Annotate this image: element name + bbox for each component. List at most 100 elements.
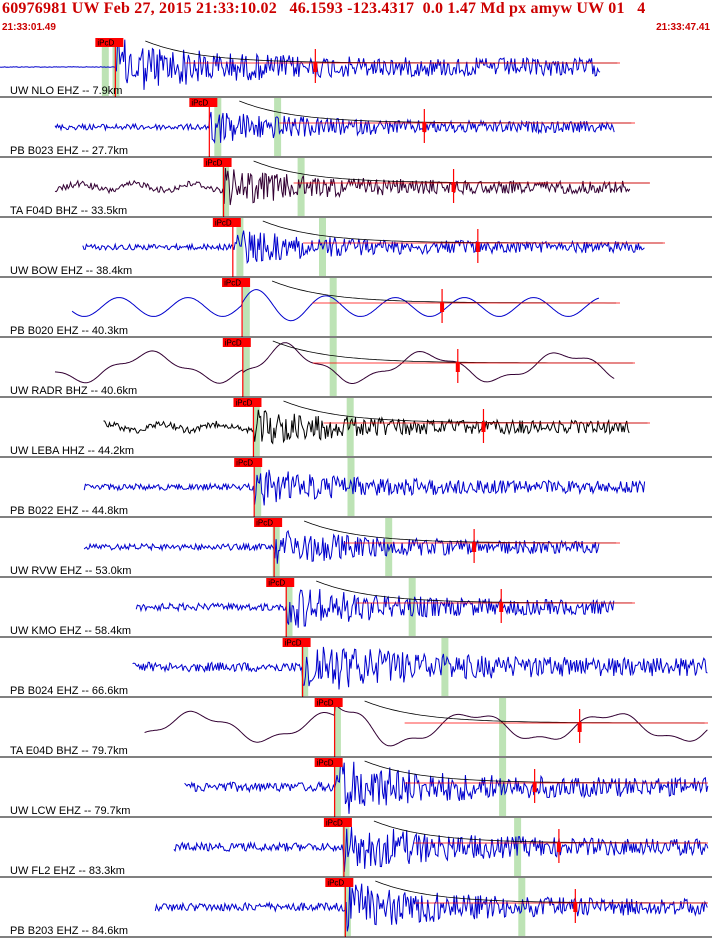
s-window-band [408,578,416,636]
station-label: UW LEBA HHZ -- 44.2km [10,445,134,457]
pick-label-box [212,218,241,227]
p-window-band [242,338,250,396]
waveform [54,111,615,144]
event-title: 60976981 UW Feb 27, 2015 21:33:10.02 46.… [2,0,646,17]
waveform [54,167,631,206]
s-window-band [297,158,305,216]
pick-label-box [233,398,262,407]
p-window-band [214,98,222,156]
pick-label-box [222,338,251,347]
pick-label: iPcD [317,699,334,708]
amplitude-box [422,122,427,132]
s-window-band [274,98,282,156]
pick-label: iPcD [97,39,114,48]
pick-label-box [282,638,311,647]
coda-envelope [145,40,618,64]
waveform [173,826,709,872]
waveform [103,409,630,445]
pick-label: iPcD [327,879,344,888]
amplitude-box [556,842,561,852]
s-window-band [441,638,449,696]
pick-label: iPcD [191,99,208,108]
waveform [83,529,600,564]
station-label: UW RADR BHZ -- 40.6km [10,385,137,397]
pick-label-box [254,518,283,527]
p-window-band [301,638,309,696]
waveform [54,342,615,384]
pick-label: iPcD [215,219,232,228]
amplitude-box [573,902,578,912]
waveform [132,646,708,690]
coda-envelope [303,520,617,544]
pick-label-box [234,458,263,467]
start-time: 21:33:01.49 [2,22,56,33]
s-window-band [499,698,507,756]
coda-envelope [375,880,708,904]
waveform [71,289,600,322]
station-label: UW LCW EHZ -- 79.7km [10,805,130,817]
amplitude-box [440,302,445,312]
end-time: 21:33:47.41 [656,22,710,33]
pick-label: iPcD [326,819,343,828]
pick-label-box [314,698,343,707]
station-label: TA F04D BHZ -- 33.5km [10,205,127,217]
station-label: UW KMO EHZ -- 58.4km [10,625,131,637]
pick-label-box [222,278,251,287]
coda-envelope [364,700,705,724]
station-label: PB B022 EHZ -- 44.8km [10,505,128,517]
p-window-band [285,578,293,636]
s-window-band [329,278,337,336]
station-label: TA E04D BHZ -- 79.7km [10,745,128,757]
s-window-band [347,458,355,516]
pick-label: iPcD [224,279,241,288]
s-window-band [112,38,120,96]
s-window-band [329,338,337,396]
pick-label: iPcD [317,759,334,768]
pick-label-box [323,818,352,827]
station-label: PB B023 EHZ -- 27.7km [10,145,128,157]
pick-label-box [189,98,218,107]
station-label: PB B020 EHZ -- 40.3km [10,325,128,337]
pick-label: iPcD [236,459,253,468]
amplitude-box [451,182,456,192]
coda-envelope [272,340,633,364]
p-window-band [254,458,262,516]
pick-label: iPcD [285,639,302,648]
seismogram-header: 60976981 UW Feb 27, 2015 21:33:10.02 46.… [0,0,712,37]
amplitude-box [481,422,486,432]
p-window-band [242,278,250,336]
coda-envelope [239,100,632,124]
pick-label: iPcD [225,339,242,348]
station-label: PB B024 EHZ -- 66.6km [10,685,128,697]
station-label: UW NLO EHZ -- 7.9km [10,85,122,97]
pick-label-box [203,158,232,167]
seismogram-panel: iPcD UW NLO EHZ -- 7.9km iPcD PB B023 EHZ -… [0,38,712,938]
amplitude-box [499,602,504,612]
station-label: UW BOW EHZ -- 38.4km [10,265,132,277]
pick-label: iPcD [235,399,252,408]
pick-label: iPcD [256,519,273,528]
station-label: UW RVW EHZ -- 53.0km [10,565,131,577]
p-window-band [222,158,230,216]
p-window-band [236,218,244,276]
station-label: UW FL2 EHZ -- 83.3km [10,865,125,877]
amplitude-box [577,722,582,732]
waveform [144,703,708,747]
amplitude-box [475,242,480,252]
coda-envelope [271,280,617,304]
p-window-band [333,698,341,756]
p-window-band [343,878,351,936]
coda-envelope [283,400,648,424]
pick-label-box [314,758,343,767]
waveform [83,469,646,506]
waveform [135,588,615,628]
waveform [184,760,709,814]
amplitude-box [472,542,477,552]
amplitude-box [532,782,537,792]
station-label: PB B203 EHZ -- 84.6km [10,925,128,937]
amplitude-box [313,62,318,72]
pick-label-box [266,578,295,587]
waveform [0,39,601,90]
s-window-band [346,398,354,456]
waveform [154,882,708,932]
